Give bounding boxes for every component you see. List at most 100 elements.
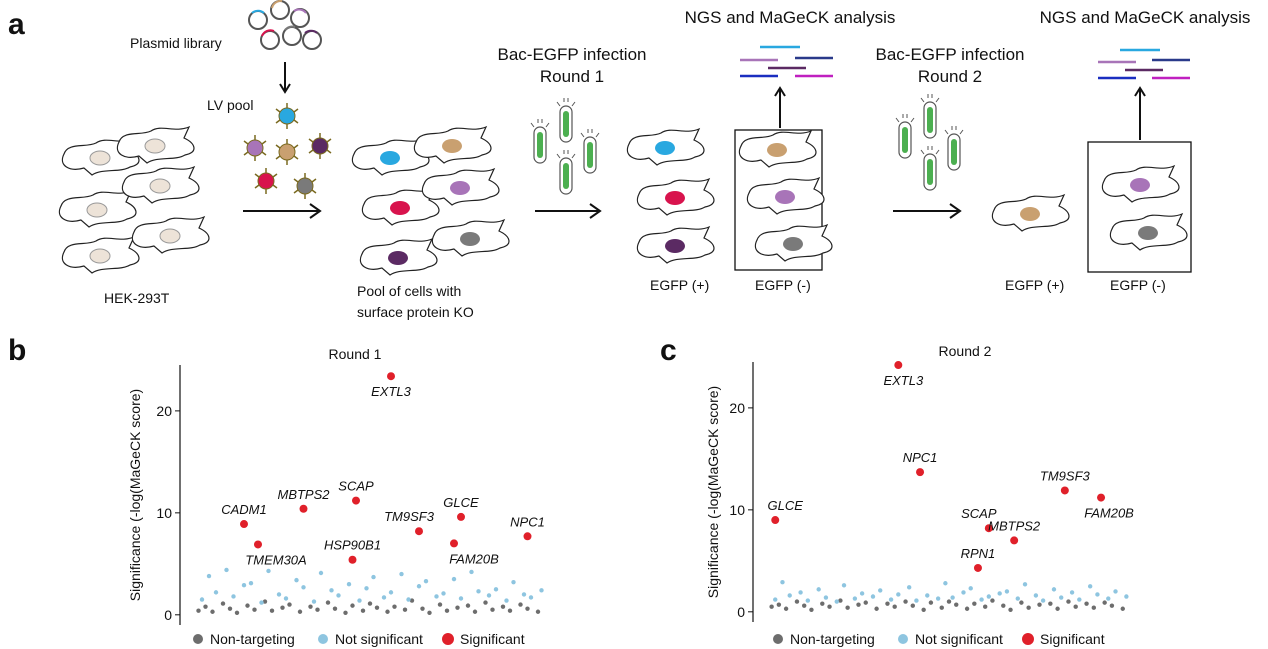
legend-label: Non-targeting [790, 631, 875, 647]
point [451, 576, 457, 582]
point-label: NPC1 [903, 450, 938, 465]
label: Round 2 [918, 67, 982, 86]
point [437, 602, 443, 607]
point [968, 586, 973, 591]
point [224, 567, 229, 573]
reads [1098, 48, 1190, 80]
point [486, 593, 492, 598]
point-label: GLCE [768, 498, 804, 513]
point [874, 606, 879, 611]
point [367, 601, 373, 606]
point [894, 361, 903, 370]
point [870, 594, 876, 599]
point [210, 609, 215, 614]
point [269, 608, 275, 613]
point [979, 597, 984, 602]
point-label: MBTPS2 [988, 518, 1041, 533]
label: Pool of cells with [357, 283, 461, 299]
point [348, 555, 357, 564]
point [199, 597, 205, 602]
point [888, 597, 894, 602]
point [780, 580, 785, 585]
point-label: GLCE [443, 495, 479, 510]
point [381, 595, 387, 600]
legend-label: Significant [1040, 631, 1105, 647]
point [399, 571, 404, 577]
point [1124, 594, 1129, 599]
point [346, 582, 352, 587]
y-axis-label: Significance (-log(MaGeCK score) [705, 386, 721, 598]
point [1010, 536, 1019, 545]
label: HEK-293T [104, 290, 170, 306]
legend-marker [1022, 633, 1034, 645]
point [903, 599, 908, 604]
y-tick-label: 20 [729, 400, 745, 416]
y-tick-label: 10 [729, 502, 745, 518]
point [787, 593, 792, 598]
point [206, 573, 212, 579]
point [1066, 599, 1071, 604]
point [266, 568, 271, 574]
point [1091, 605, 1097, 610]
point [935, 596, 941, 601]
legend-marker [773, 634, 783, 644]
point [276, 592, 282, 597]
label: Bac-EGFP infection [876, 45, 1025, 64]
point [415, 527, 423, 536]
point [350, 603, 355, 608]
point [809, 607, 814, 612]
point [525, 606, 530, 611]
point [820, 601, 825, 606]
point [852, 596, 858, 601]
point [1048, 601, 1053, 606]
point [802, 603, 807, 608]
point [906, 585, 912, 590]
point [885, 601, 890, 606]
point [1055, 606, 1060, 611]
point [387, 372, 395, 381]
point [986, 594, 992, 599]
point [299, 504, 308, 513]
label: surface protein KO [357, 304, 474, 320]
point [213, 590, 219, 595]
point-label: TM9SF3 [1040, 468, 1091, 483]
point [311, 599, 317, 604]
point [360, 608, 366, 613]
point [283, 596, 289, 601]
point [248, 580, 254, 586]
point [921, 607, 926, 612]
point [245, 603, 250, 608]
point [1037, 602, 1042, 607]
point [816, 587, 821, 592]
point [896, 592, 901, 597]
point [240, 520, 248, 529]
point [518, 602, 523, 607]
y-tick-label: 20 [156, 403, 172, 419]
legend-marker [442, 633, 454, 645]
point [458, 596, 464, 601]
point [954, 602, 959, 607]
point [469, 569, 474, 575]
chart-title: Round 1 [329, 346, 382, 362]
point [402, 607, 408, 612]
point [1077, 597, 1082, 602]
point [1019, 600, 1024, 605]
point [1113, 589, 1118, 594]
point [535, 609, 541, 614]
point [1087, 584, 1093, 589]
y-tick-label: 0 [737, 604, 745, 620]
label: NGS and MaGeCK analysis [1040, 8, 1251, 27]
point [1069, 590, 1075, 595]
point [325, 600, 331, 605]
legend-marker [193, 634, 203, 644]
panel-label: c [660, 334, 677, 367]
point-label: TMEM30A [245, 552, 306, 567]
point [280, 605, 285, 610]
label: EGFP (-) [1110, 277, 1166, 293]
point [1084, 601, 1089, 606]
label: LV pool [207, 97, 253, 113]
point [939, 605, 944, 610]
point [943, 581, 948, 586]
point [231, 594, 236, 599]
point [203, 604, 208, 609]
